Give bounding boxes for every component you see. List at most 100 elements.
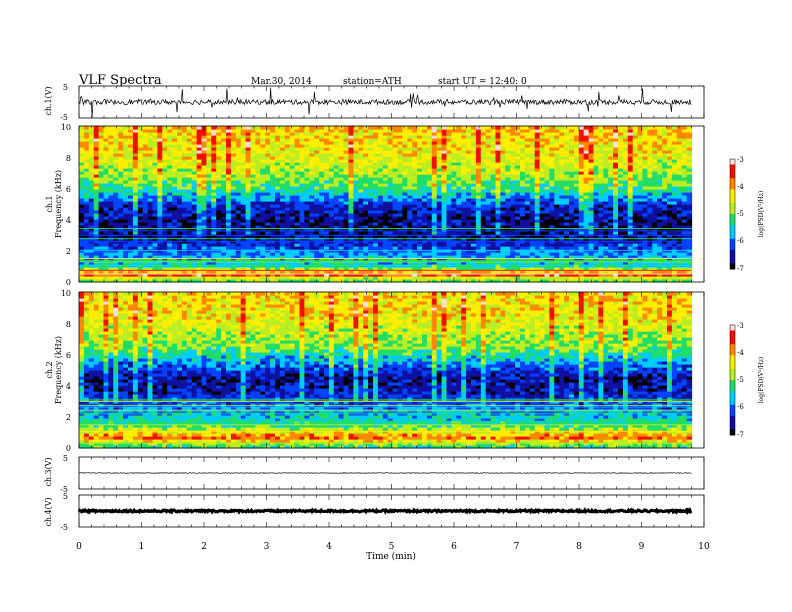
spectrogram-cell — [167, 231, 173, 235]
spectrogram-cell — [172, 219, 178, 223]
spectrogram-cell — [289, 195, 296, 199]
spectrogram-cell — [113, 267, 119, 271]
spectrogram-cell — [186, 213, 193, 217]
spectrogram-cell — [226, 132, 232, 136]
spectrogram-cell — [245, 216, 252, 220]
spectrogram-cell — [177, 210, 183, 214]
spectrogram-cell — [137, 264, 144, 268]
spectrogram-cell — [98, 156, 105, 160]
spectrogram-cell — [206, 273, 212, 277]
spectrogram-cell — [147, 210, 154, 214]
spectrogram-cell — [235, 183, 242, 187]
spectrogram-cell — [83, 135, 90, 139]
spectrogram-cell — [147, 273, 154, 277]
spectrogram-cell — [221, 213, 227, 217]
spectrogram-cell — [240, 156, 247, 160]
spectrogram-cell — [191, 195, 198, 199]
spectrogram-cell — [152, 147, 158, 151]
spectrogram-cell — [206, 171, 212, 175]
spectrogram-cell — [181, 165, 188, 169]
spectrogram-cell — [88, 243, 95, 247]
spectrogram-cell — [216, 207, 222, 211]
spectrogram-cell — [167, 129, 173, 133]
spectrogram-cell — [118, 201, 124, 205]
spectrogram-cell — [79, 138, 85, 142]
spectrogram-cell — [255, 270, 261, 274]
spectrogram-cell — [230, 258, 237, 262]
spectrogram-cell — [108, 213, 114, 217]
spectrogram-cell — [275, 165, 281, 169]
spectrogram-cell — [245, 180, 252, 184]
spectrogram-cell — [152, 186, 158, 190]
spectrogram-cell — [167, 195, 173, 199]
spectrogram-cell — [230, 270, 237, 274]
spectrogram-cell — [240, 135, 247, 139]
spectrogram-cell — [83, 207, 90, 211]
spectrogram-cell — [245, 192, 252, 196]
spectrogram-cell — [201, 231, 207, 235]
spectrogram-cell — [177, 150, 183, 154]
spectrogram-cell — [177, 165, 183, 169]
spectrogram-cell — [196, 255, 203, 259]
spectrogram-cell — [279, 222, 286, 226]
spectrogram-cell — [162, 171, 168, 175]
spectrogram-cell — [284, 267, 291, 271]
spectrogram-cell — [181, 216, 188, 220]
spectrogram-cell — [79, 141, 85, 145]
spectrogram-cell — [93, 210, 100, 214]
spectrogram-cell — [245, 243, 252, 247]
spectrogram-cell — [157, 171, 163, 175]
spectrogram-cell — [162, 156, 168, 160]
spectrogram-cell — [157, 210, 163, 214]
spectrogram-cell — [79, 180, 85, 184]
spectrogram-cell — [152, 252, 158, 256]
spectrogram-cell — [279, 135, 286, 139]
spectrogram-cell — [123, 267, 129, 271]
spectrogram-cell — [226, 255, 232, 259]
spectrogram-cell — [240, 144, 247, 148]
spectrogram-cell — [83, 144, 90, 148]
spectrogram-cell — [152, 126, 158, 130]
spectrogram-cell — [230, 216, 237, 220]
spectrogram-cell — [108, 150, 114, 154]
spectrogram-cell — [216, 276, 222, 280]
spectrogram-cell — [93, 162, 100, 166]
spectrogram-cell — [240, 273, 247, 277]
spectrogram-cell — [123, 222, 129, 226]
spectrogram-cell — [172, 225, 178, 229]
spectrogram-cell — [98, 171, 105, 175]
spectrogram-cell — [132, 234, 139, 238]
spectrogram-cell — [270, 156, 276, 160]
spectrogram-cell — [186, 189, 193, 193]
spectrogram-cell — [250, 219, 256, 223]
spectrogram-cell — [162, 150, 168, 154]
spectrogram-cell — [147, 207, 154, 211]
spectrogram-cell — [240, 174, 247, 178]
spectrogram-cell — [221, 261, 227, 265]
spectrogram-cell — [103, 165, 109, 169]
spectrogram-cell — [98, 144, 105, 148]
spectrogram-cell — [142, 255, 149, 259]
spectrogram-cell — [270, 174, 276, 178]
spectrogram-cell — [79, 126, 85, 130]
spectrogram-cell — [123, 201, 129, 205]
spectrogram-cell — [123, 150, 129, 154]
spectrogram-cell — [206, 267, 212, 271]
spectrogram-cell — [196, 267, 203, 271]
spectrogram-cell — [147, 276, 154, 280]
spectrogram-cell — [255, 192, 261, 196]
spectrogram-cell — [275, 228, 281, 232]
spectrogram-cell — [250, 141, 256, 145]
spectrogram-cell — [230, 162, 237, 166]
spectrogram-cell — [260, 228, 266, 232]
spectrogram-cell — [118, 243, 124, 247]
spectrogram-cell — [172, 231, 178, 235]
spectrogram-cell — [196, 168, 203, 172]
spectrogram-cell — [177, 201, 183, 205]
spectrogram-cell — [177, 180, 183, 184]
spectrogram-cell — [255, 150, 261, 154]
spectrogram-cell — [113, 216, 119, 220]
spectrogram-cell — [255, 138, 261, 142]
spectrogram-cell — [206, 174, 212, 178]
spectrogram-cell — [201, 192, 207, 196]
